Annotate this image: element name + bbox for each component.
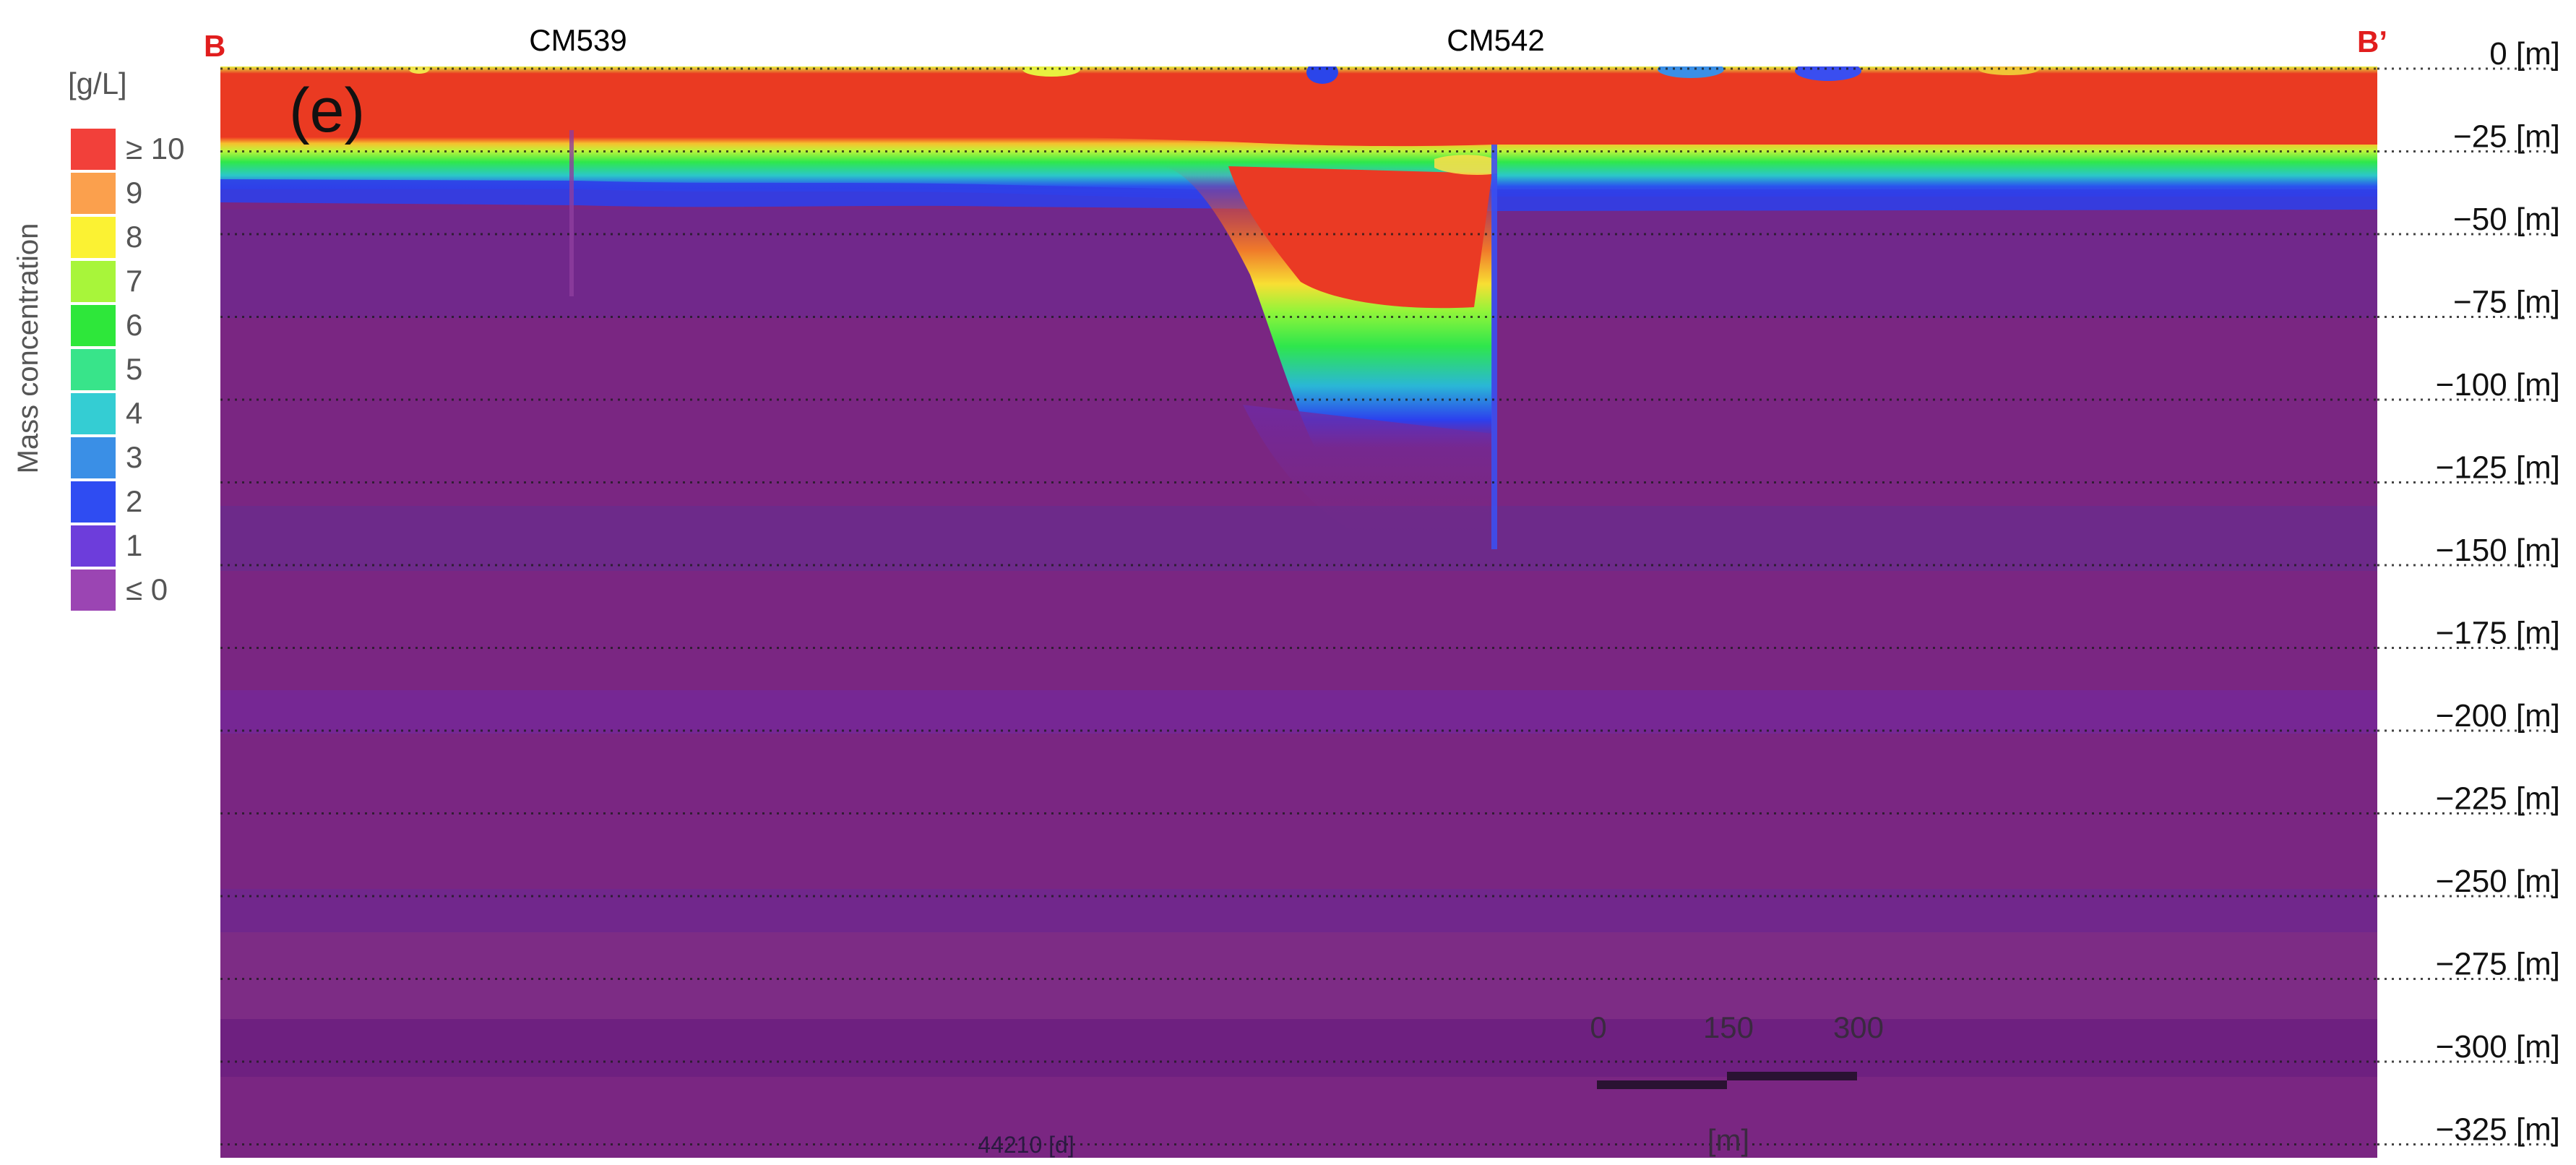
depth-tick-label: −300 [m] [2436,1029,2560,1065]
surface-lens [1795,66,1861,81]
legend-label: 8 [126,220,142,254]
legend-swatch [71,437,116,478]
depth-gridlines [220,67,2377,1145]
surface-lens [1434,155,1497,176]
depth-tick-label: −200 [m] [2436,698,2560,734]
well-trace-cm542 [1491,145,1497,549]
legend-swatch [71,525,116,567]
stratum-band [220,506,2377,571]
legend-swatch [71,569,116,611]
section-start-label: B [204,29,225,63]
stratum-band [220,1019,2377,1077]
depth-tick-label: −175 [m] [2436,616,2560,651]
legend-swatch [71,305,116,346]
legend-label: 6 [126,308,142,342]
depth-tick-label: −50 [m] [2453,202,2560,237]
saline-top-layer [220,69,2377,147]
stratum-band [220,932,2377,1019]
legend-swatch [71,393,116,434]
depth-tick-label: −225 [m] [2436,781,2560,817]
depth-tick-label: −275 [m] [2436,947,2560,982]
depth-tick-label: −150 [m] [2436,533,2560,568]
depth-tick-label: −100 [m] [2436,367,2560,403]
well-label-cm539: CM539 [529,23,626,57]
legend-title: Mass concentration [12,223,44,474]
legend-label: ≥ 10 [126,132,184,165]
panel-label: (e) [289,76,365,145]
legend-swatch [71,261,116,302]
legend-label: 9 [126,176,142,210]
scale-bar-unit: [m] [1707,1123,1749,1157]
scale-bar-label-150: 150 [1703,1010,1754,1044]
depth-tick-label: −75 [m] [2453,285,2560,320]
plume-tail [1243,405,1492,535]
depth-tick-label: −250 [m] [2436,864,2560,899]
legend-swatch [71,217,116,258]
legend-label: 2 [126,484,142,518]
legend-swatch [71,481,116,523]
depth-tick-label: −125 [m] [2436,450,2560,486]
legend-swatch [71,129,116,170]
concentration-plot [220,66,2377,1158]
legend-unit: [g/L] [68,66,127,100]
scale-bar-segment [1597,1080,1727,1089]
plume-core [1228,166,1492,309]
legend-label: 1 [126,528,142,562]
legend-label: 5 [126,352,142,386]
surface-lens [1978,66,2039,75]
stratum-band [220,690,2377,734]
color-legend: [g/L] Mass concentration ≥ 10 9 8 7 6 5 4 3 2 1 ≤ … [12,66,184,611]
legend-label: 3 [126,440,142,474]
legend-swatch [71,349,116,390]
well-trace-cm539 [569,130,574,296]
surface-lens [409,66,429,74]
surface-lens [1306,66,1338,84]
legend-swatch [71,173,116,214]
depth-tick-label: 0 [m] [2489,36,2560,72]
legend-label: ≤ 0 [126,572,168,606]
well-label-cm542: CM542 [1447,23,1544,57]
depth-tick-label: −25 [m] [2453,119,2560,155]
scale-bar-segment [1727,1072,1857,1080]
time-stamp: 44210 [d] [978,1132,1074,1158]
depth-axis: 0 [m] −25 [m] −50 [m] −75 [m] −100 [m] −125 [… [2377,36,2560,1148]
scale-bar-label-0: 0 [1590,1010,1606,1044]
top-rim [220,66,2377,74]
scale-bar: 0 150 300 [m] [1590,1010,1884,1157]
legend-swatches: ≥ 10 9 8 7 6 5 4 3 2 1 ≤ 0 [71,129,184,611]
legend-label: 4 [126,396,142,430]
section-end-label: B’ [2357,25,2387,59]
depth-tick-label: −325 [m] [2436,1112,2560,1148]
scale-bar-label-300: 300 [1833,1010,1884,1044]
legend-label: 7 [126,264,142,298]
